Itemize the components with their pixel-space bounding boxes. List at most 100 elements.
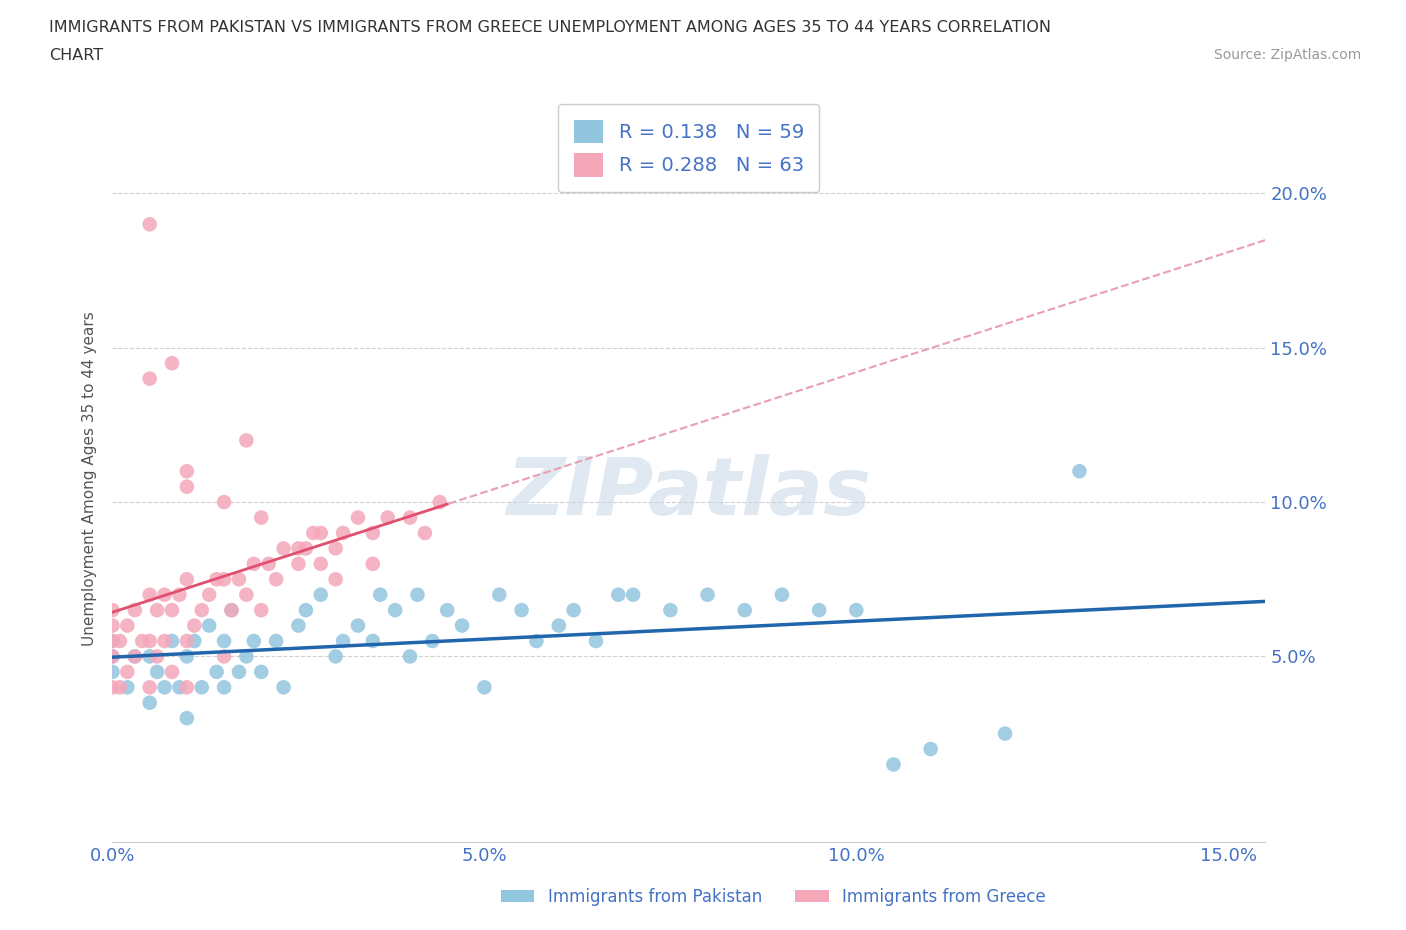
Point — [451, 618, 474, 633]
Point — [235, 587, 257, 602]
Point — [205, 572, 228, 587]
Point — [399, 510, 422, 525]
Point — [607, 587, 630, 602]
Point — [176, 572, 198, 587]
Point — [585, 633, 607, 648]
Point — [169, 587, 191, 602]
Point — [257, 556, 280, 571]
Point — [399, 649, 422, 664]
Point — [361, 633, 384, 648]
Point — [138, 680, 160, 695]
Point — [235, 649, 257, 664]
Point — [160, 603, 183, 618]
Point — [273, 680, 295, 695]
Point — [117, 680, 139, 695]
Point — [101, 633, 124, 648]
Point — [696, 587, 718, 602]
Legend: Immigrants from Pakistan, Immigrants from Greece: Immigrants from Pakistan, Immigrants fro… — [495, 881, 1052, 912]
Point — [845, 603, 868, 618]
Point — [138, 696, 160, 711]
Point — [273, 541, 295, 556]
Point — [108, 633, 131, 648]
Point — [124, 649, 146, 664]
Point — [347, 510, 370, 525]
Point — [243, 633, 266, 648]
Point — [264, 633, 287, 648]
Point — [368, 587, 391, 602]
Point — [138, 633, 160, 648]
Point — [1069, 464, 1091, 479]
Point — [190, 680, 212, 695]
Point — [169, 680, 191, 695]
Text: CHART: CHART — [49, 48, 103, 63]
Point — [347, 618, 370, 633]
Point — [221, 603, 243, 618]
Point — [436, 603, 458, 618]
Legend: R = 0.138   N = 59, R = 0.288   N = 63: R = 0.138 N = 59, R = 0.288 N = 63 — [558, 104, 820, 193]
Point — [377, 510, 399, 525]
Point — [117, 618, 139, 633]
Point — [138, 649, 160, 664]
Point — [547, 618, 569, 633]
Point — [325, 541, 347, 556]
Point — [420, 633, 443, 648]
Point — [101, 680, 124, 695]
Point — [101, 633, 124, 648]
Point — [243, 556, 266, 571]
Point — [176, 711, 198, 725]
Point — [212, 649, 235, 664]
Point — [406, 587, 429, 602]
Point — [176, 464, 198, 479]
Point — [332, 633, 354, 648]
Point — [146, 664, 169, 679]
Point — [309, 525, 332, 540]
Point — [287, 541, 309, 556]
Point — [235, 433, 257, 448]
Point — [160, 664, 183, 679]
Text: IMMIGRANTS FROM PAKISTAN VS IMMIGRANTS FROM GREECE UNEMPLOYMENT AMONG AGES 35 TO: IMMIGRANTS FROM PAKISTAN VS IMMIGRANTS F… — [49, 20, 1052, 35]
Point — [429, 495, 451, 510]
Point — [176, 649, 198, 664]
Point — [138, 217, 160, 232]
Point — [228, 664, 250, 679]
Point — [212, 572, 235, 587]
Point — [295, 541, 318, 556]
Point — [734, 603, 756, 618]
Point — [183, 633, 205, 648]
Point — [882, 757, 904, 772]
Point — [221, 603, 243, 618]
Point — [325, 649, 347, 664]
Point — [153, 587, 176, 602]
Point — [117, 664, 139, 679]
Point — [205, 664, 228, 679]
Point — [413, 525, 436, 540]
Point — [124, 603, 146, 618]
Point — [101, 618, 124, 633]
Point — [361, 556, 384, 571]
Point — [526, 633, 548, 648]
Point — [309, 556, 332, 571]
Point — [146, 603, 169, 618]
Point — [302, 525, 325, 540]
Point — [212, 633, 235, 648]
Point — [228, 572, 250, 587]
Point — [309, 587, 332, 602]
Point — [153, 633, 176, 648]
Point — [146, 649, 169, 664]
Point — [384, 603, 406, 618]
Point — [160, 633, 183, 648]
Point — [198, 618, 221, 633]
Point — [659, 603, 682, 618]
Point — [287, 618, 309, 633]
Text: Source: ZipAtlas.com: Source: ZipAtlas.com — [1213, 48, 1361, 62]
Point — [176, 479, 198, 494]
Point — [488, 587, 510, 602]
Point — [160, 356, 183, 371]
Point — [131, 633, 153, 648]
Point — [138, 587, 160, 602]
Point — [153, 680, 176, 695]
Point — [250, 664, 273, 679]
Point — [562, 603, 585, 618]
Point — [124, 649, 146, 664]
Text: ZIPatlas: ZIPatlas — [506, 455, 872, 533]
